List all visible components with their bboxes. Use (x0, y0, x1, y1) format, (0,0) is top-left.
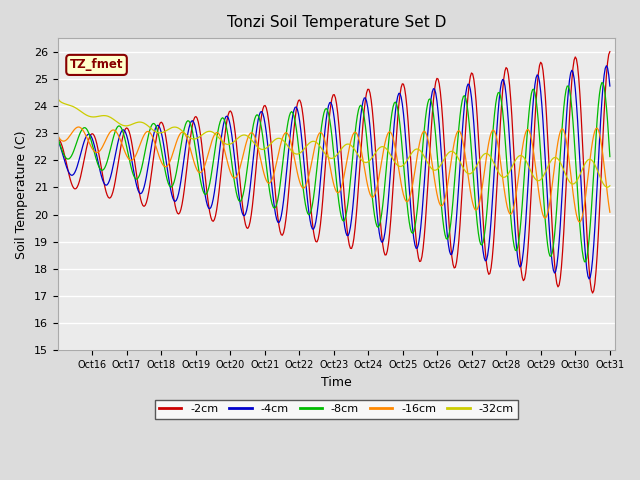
-16cm (54, 131, 61, 136)
Line: -2cm: -2cm (58, 52, 610, 293)
-4cm (225, 119, 233, 124)
-2cm (460, 164, 467, 170)
-4cm (363, 98, 371, 104)
-2cm (389, 184, 397, 190)
Legend: -2cm, -4cm, -8cm, -16cm, -32cm: -2cm, -4cm, -8cm, -16cm, -32cm (155, 400, 518, 419)
-16cm (390, 140, 398, 146)
-16cm (227, 169, 234, 175)
-8cm (54, 133, 61, 139)
-8cm (389, 104, 397, 109)
-2cm (287, 168, 294, 173)
-16cm (556, 129, 564, 134)
-2cm (589, 290, 596, 296)
-4cm (287, 130, 294, 135)
-8cm (287, 110, 294, 116)
-16cm (461, 148, 468, 154)
-2cm (363, 90, 371, 96)
-4cm (603, 63, 611, 69)
-2cm (225, 109, 233, 115)
-16cm (364, 183, 372, 189)
-8cm (363, 134, 371, 140)
-8cm (598, 80, 605, 85)
-32cm (604, 184, 611, 190)
-8cm (580, 259, 588, 264)
-8cm (460, 94, 467, 99)
X-axis label: Time: Time (321, 376, 351, 389)
-8cm (556, 169, 563, 175)
-4cm (389, 134, 397, 140)
-32cm (460, 165, 467, 171)
-8cm (606, 154, 614, 159)
-32cm (225, 142, 233, 147)
-32cm (363, 159, 371, 165)
-32cm (556, 157, 563, 163)
-2cm (54, 136, 61, 142)
Title: Tonzi Soil Temperature Set D: Tonzi Soil Temperature Set D (227, 15, 446, 30)
-32cm (54, 94, 61, 99)
Line: -16cm: -16cm (58, 127, 610, 222)
-8cm (225, 142, 233, 148)
-4cm (556, 239, 563, 245)
-16cm (606, 209, 614, 215)
-16cm (288, 143, 296, 148)
-32cm (389, 156, 397, 162)
-4cm (585, 276, 593, 282)
Line: -8cm: -8cm (58, 83, 610, 262)
-4cm (606, 83, 614, 89)
Text: TZ_fmet: TZ_fmet (70, 59, 124, 72)
-32cm (287, 147, 294, 153)
-4cm (54, 136, 61, 142)
-2cm (556, 282, 563, 288)
-2cm (606, 49, 614, 55)
Line: -32cm: -32cm (58, 96, 610, 187)
-16cm (74, 124, 82, 130)
-32cm (606, 183, 614, 189)
-16cm (576, 219, 584, 225)
-4cm (460, 114, 467, 120)
Line: -4cm: -4cm (58, 66, 610, 279)
Y-axis label: Soil Temperature (C): Soil Temperature (C) (15, 130, 28, 259)
